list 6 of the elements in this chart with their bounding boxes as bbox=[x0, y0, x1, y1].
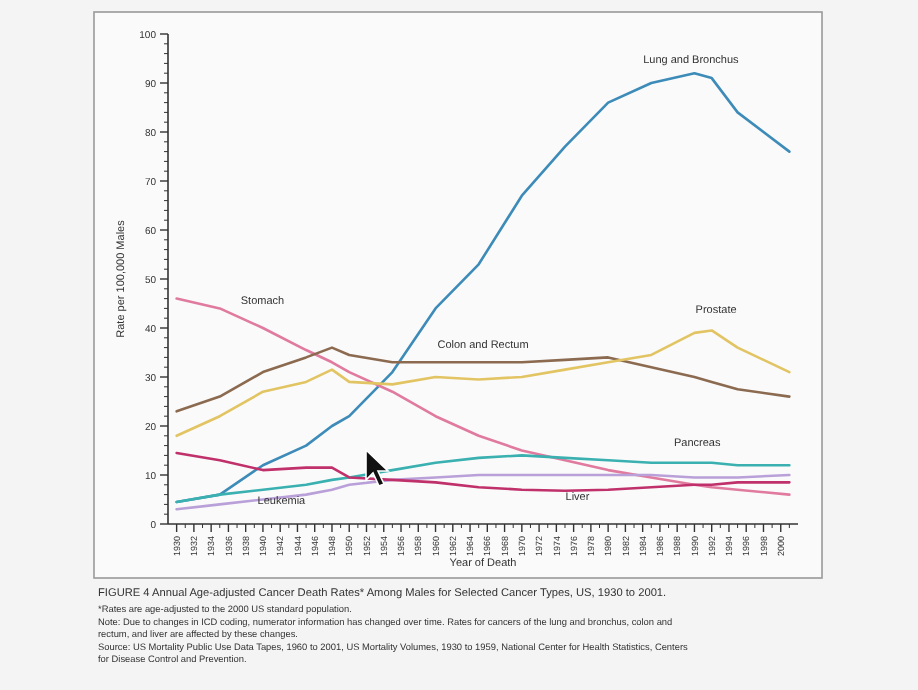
line-series bbox=[175, 454, 791, 504]
line-series bbox=[175, 451, 791, 492]
line-series bbox=[175, 329, 791, 438]
line-series bbox=[175, 473, 791, 511]
line-series bbox=[175, 297, 791, 496]
line-series bbox=[175, 346, 791, 413]
